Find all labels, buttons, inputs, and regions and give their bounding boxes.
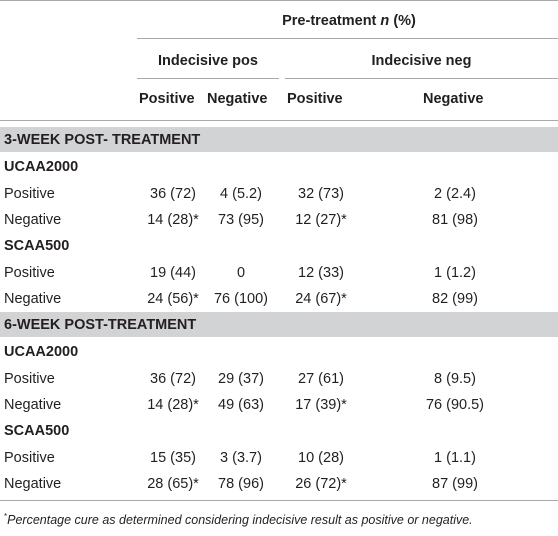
table-cell: 29 (37) (218, 371, 264, 387)
table-cell: 24 (56)* (147, 291, 199, 307)
table-cell: 19 (44) (150, 265, 196, 281)
section-title: 3-WEEK POST- TREATMENT (4, 132, 201, 148)
table-cell: 26 (72)* (295, 476, 347, 492)
header-bottom-rule (0, 120, 558, 121)
table-cell: 28 (65)* (147, 476, 199, 492)
bottom-rule (0, 500, 558, 501)
pretreatment-rule (137, 38, 558, 39)
table-cell: 81 (98) (432, 212, 478, 228)
table-cell: 14 (28)* (147, 212, 199, 228)
col-header-neg-positive: Positive (287, 91, 343, 107)
section-band-6week (0, 312, 558, 337)
table-cell: 15 (35) (150, 450, 196, 466)
row-label: Positive (4, 186, 55, 202)
table-cell: 76 (90.5) (425, 397, 485, 413)
table-cell: 3 (3.7) (220, 450, 262, 466)
group-header-indecisive-neg: Indecisive neg (371, 53, 472, 69)
table-cell: 32 (73) (298, 186, 344, 202)
table-cell: 10 (28) (298, 450, 344, 466)
table-cell: 1 (1.2) (434, 265, 476, 281)
subgroup-title: SCAA500 (4, 423, 70, 439)
table-cell: 73 (95) (218, 212, 264, 228)
table-cell: 82 (99) (432, 291, 478, 307)
row-label: Negative (4, 476, 62, 492)
table-cell: 4 (5.2) (220, 186, 262, 202)
col-header-neg-negative: Negative (423, 91, 484, 107)
row-label: Negative (4, 397, 62, 413)
row-label: Positive (4, 450, 55, 466)
table-cell: 12 (27)* (295, 212, 347, 228)
subgroup-title: SCAA500 (4, 238, 70, 254)
table-cell: 1 (1.1) (434, 450, 476, 466)
table-cell: 17 (39)* (295, 397, 347, 413)
row-label: Positive (4, 265, 55, 281)
section-band-3week (0, 127, 558, 152)
table-cell: 87 (99) (432, 476, 478, 492)
table-cell: 8 (9.5) (434, 371, 476, 387)
table-cell: 49 (63) (218, 397, 264, 413)
pretreatment-header: Pre-treatment n (%) (282, 13, 416, 29)
table-cell: 24 (67)* (295, 291, 347, 307)
footnote-marker: * (4, 512, 8, 521)
table-cell: 12 (33) (298, 265, 344, 281)
table-cell: 14 (28)* (147, 397, 199, 413)
footnote-text: Percentage cure as determined considerin… (7, 513, 473, 527)
footnote: *Percentage cure as determined consideri… (4, 512, 473, 527)
group1-rule (137, 78, 279, 79)
table-cell: 2 (2.4) (434, 186, 476, 202)
group2-rule (285, 78, 558, 79)
row-label: Negative (4, 212, 62, 228)
section-title: 6-WEEK POST-TREATMENT (4, 317, 197, 333)
top-rule (0, 0, 558, 1)
table-cell: 78 (96) (218, 476, 264, 492)
col-header-pos-positive: Positive (139, 91, 195, 107)
row-label: Negative (4, 291, 62, 307)
table-cell: 36 (72) (150, 371, 196, 387)
table-cell: 27 (61) (298, 371, 344, 387)
table-cell: 76 (100) (213, 291, 268, 307)
group-header-indecisive-pos: Indecisive pos (158, 53, 258, 69)
table-cell: 0 (236, 265, 246, 281)
row-label: Positive (4, 371, 55, 387)
subgroup-title: UCAA2000 (4, 159, 79, 175)
table-cell: 36 (72) (150, 186, 196, 202)
col-header-pos-negative: Negative (207, 91, 268, 107)
subgroup-title: UCAA2000 (4, 344, 79, 360)
